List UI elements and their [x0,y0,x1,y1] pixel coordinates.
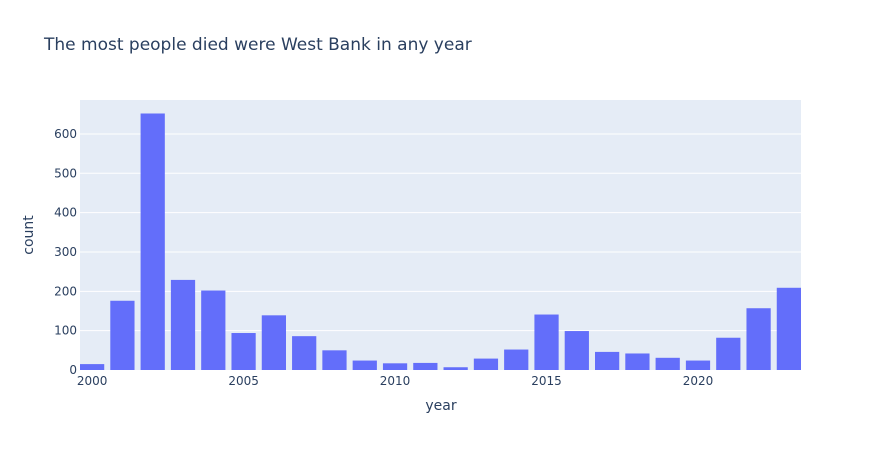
bar-2010 [382,363,408,370]
bars [80,113,801,370]
y-axis-ticks: 0 100 200 300 400 500 600 [54,127,77,377]
bar-2008 [322,350,347,370]
bar-2007 [292,336,317,370]
y-tick-label: 600 [54,127,77,141]
bar-2014 [504,349,529,370]
bar-2001 [110,300,135,370]
x-tick-label: 2020 [683,374,714,388]
bar-2018 [625,353,650,370]
y-tick-label: 200 [54,284,77,298]
bar-2016 [564,331,589,370]
bar-2004 [201,290,226,370]
y-axis-label: count [21,215,37,255]
bar-2009 [352,360,377,370]
y-tick-label: 400 [54,206,77,220]
y-tick-label: 300 [54,245,77,259]
x-axis-label: year [425,398,456,414]
bar-2022 [746,308,771,370]
bar-2019 [655,357,680,370]
bar-2011 [413,362,438,370]
chart-title: The most people died were West Bank in a… [43,35,472,55]
bar-2012 [443,367,468,370]
bar-2006 [261,315,286,370]
bar-2000 [80,364,105,370]
y-tick-label: 0 [69,363,77,377]
x-tick-label: 2000 [77,374,108,388]
plot-background [80,100,801,370]
bar-2017 [595,351,620,370]
x-tick-label: 2005 [228,374,259,388]
gridlines [80,133,801,332]
bar-2013 [473,358,499,370]
bar-2003 [170,279,196,370]
y-tick-label: 100 [54,324,77,338]
x-tick-label: 2015 [531,374,562,388]
x-tick-label: 2010 [380,374,411,388]
x-axis-ticks: 2000 2005 2010 2015 2020 [77,374,713,388]
bar-2015 [534,314,559,370]
bar-2005 [231,333,256,370]
y-tick-label: 500 [54,166,77,180]
bar-2002 [140,113,165,370]
bar-2020 [685,360,711,370]
bar-2023 [776,287,801,370]
bar-2021 [716,337,741,370]
